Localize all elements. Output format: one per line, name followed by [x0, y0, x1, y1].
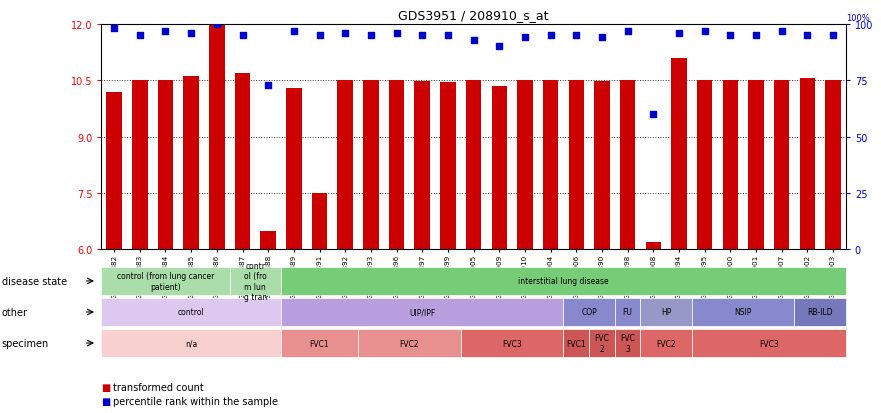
Bar [517, 81, 533, 250]
Text: interstitial lung disease: interstitial lung disease [518, 277, 609, 286]
Text: contr
ol (fro
m lun
g tran: contr ol (fro m lun g tran [244, 261, 267, 301]
Bar [697, 81, 712, 250]
Point [210, 21, 224, 28]
Text: disease state: disease state [2, 276, 67, 286]
Bar [312, 194, 327, 250]
Text: FVC2: FVC2 [656, 339, 676, 348]
Bar [492, 87, 507, 250]
Bar [543, 81, 559, 250]
Point [620, 28, 634, 35]
Text: FVC
3: FVC 3 [620, 334, 635, 353]
Point [235, 33, 249, 39]
Point [672, 31, 686, 37]
Text: FVC1: FVC1 [566, 339, 586, 348]
Bar [261, 231, 276, 250]
Bar [800, 79, 815, 250]
Text: ■: ■ [101, 396, 110, 406]
Point [646, 112, 660, 118]
Point [338, 31, 352, 37]
Point [287, 28, 301, 35]
Bar [466, 81, 481, 250]
Text: FVC2: FVC2 [400, 339, 419, 348]
Text: COP: COP [581, 308, 597, 317]
Point [723, 33, 737, 39]
Bar [183, 77, 199, 250]
Text: FU: FU [623, 308, 633, 317]
Point [440, 33, 455, 39]
Text: transformed count: transformed count [113, 382, 204, 392]
Bar [774, 81, 789, 250]
Bar [722, 81, 738, 250]
Point [467, 37, 481, 44]
Bar [363, 81, 379, 250]
Text: control (from lung cancer
patient): control (from lung cancer patient) [117, 272, 214, 291]
Bar [568, 81, 584, 250]
Point [133, 33, 147, 39]
Text: RB-ILD: RB-ILD [807, 308, 833, 317]
Text: FVC
2: FVC 2 [595, 334, 610, 353]
Bar [209, 25, 225, 250]
Bar [337, 81, 353, 250]
Bar [620, 81, 635, 250]
Point [518, 35, 532, 42]
Text: n/a: n/a [185, 339, 197, 348]
Point [825, 33, 840, 39]
Point [749, 33, 763, 39]
Point [184, 31, 198, 37]
Bar [825, 81, 840, 250]
Bar [671, 59, 686, 250]
Text: control: control [178, 308, 204, 317]
Point [313, 33, 327, 39]
Point [492, 44, 507, 51]
Title: GDS3951 / 208910_s_at: GDS3951 / 208910_s_at [398, 9, 549, 22]
Text: FVC3: FVC3 [759, 339, 779, 348]
Bar [389, 81, 404, 250]
Text: percentile rank within the sample: percentile rank within the sample [113, 396, 278, 406]
Point [261, 82, 275, 89]
Bar [286, 88, 301, 250]
Point [364, 33, 378, 39]
Text: 100%: 100% [846, 14, 870, 23]
Point [595, 35, 609, 42]
Bar [594, 82, 610, 250]
Bar [132, 81, 147, 250]
Bar [748, 81, 764, 250]
Text: UIP/IPF: UIP/IPF [409, 308, 435, 317]
Text: specimen: specimen [2, 338, 49, 348]
Text: FVC1: FVC1 [310, 339, 329, 348]
Text: ■: ■ [101, 382, 110, 392]
Point [159, 28, 173, 35]
Point [107, 26, 122, 33]
Bar [440, 83, 455, 250]
Point [800, 33, 814, 39]
Text: FVC3: FVC3 [502, 339, 522, 348]
Point [415, 33, 429, 39]
Bar [235, 74, 250, 250]
Bar [414, 82, 430, 250]
Bar [107, 93, 122, 250]
Point [774, 28, 788, 35]
Text: other: other [2, 307, 28, 317]
Bar [158, 81, 174, 250]
Text: HP: HP [661, 308, 671, 317]
Text: NSIP: NSIP [735, 308, 751, 317]
Point [569, 33, 583, 39]
Point [389, 31, 403, 37]
Point [698, 28, 712, 35]
Point [544, 33, 558, 39]
Bar [646, 242, 661, 250]
